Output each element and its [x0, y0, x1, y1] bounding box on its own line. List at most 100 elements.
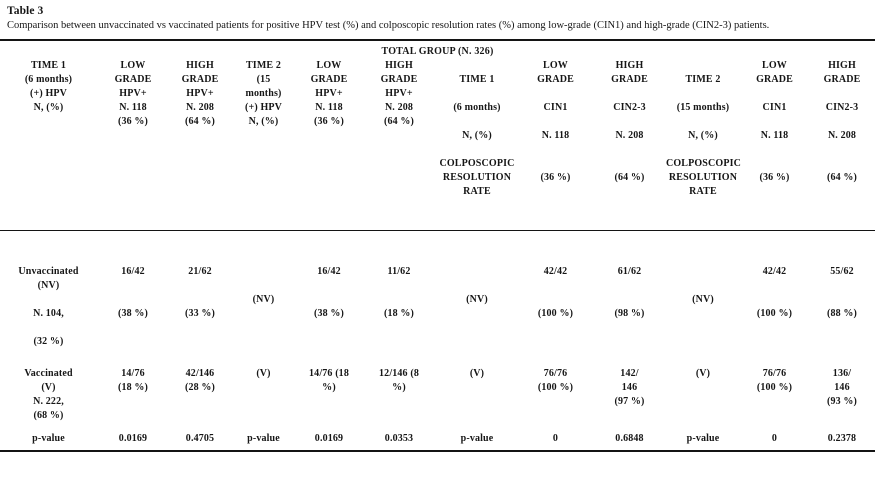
- cell-line: 0.0353: [384, 433, 414, 444]
- cell-line: (18 %): [383, 308, 415, 319]
- cell-line: p-value: [32, 433, 65, 444]
- cell-line: N. 118: [119, 101, 147, 113]
- cell-line: LOW: [316, 59, 342, 71]
- cell-line: N, (%): [688, 129, 718, 141]
- cell-vaccinated-col8: 76/76 (100 %): [518, 367, 593, 423]
- cell-line: (NV): [252, 294, 275, 305]
- cell-line: (100 %): [756, 382, 793, 393]
- table-header: TOTAL GROUP (N. 326) TIME 1 (6 months) (+)…: [0, 41, 875, 230]
- cell-unvaccinated-col1: Unvaccinated (NV) N. 104, (32 %): [0, 265, 97, 349]
- cell-line: [593, 157, 666, 171]
- cell-line: TIME 2: [685, 73, 721, 85]
- cell-p-value-col10: p-value: [666, 432, 740, 446]
- cell-line: (6 months): [24, 73, 73, 85]
- cell-line: 42/42: [543, 266, 568, 277]
- table-row-p-value: p-value 0.0169 0.4705 p-value 0.0169 0.0353 p-…: [0, 432, 875, 446]
- cell-line: 55/62: [830, 266, 854, 277]
- cell-line: [809, 279, 875, 293]
- cell-p-value-col2: 0.0169: [97, 432, 169, 446]
- cell-line: GRADE: [181, 73, 219, 85]
- cell-line: [231, 265, 296, 279]
- cell-line: N. 118: [541, 129, 570, 141]
- cell-line: 76/76: [762, 368, 787, 379]
- cell-line: GRADE: [823, 73, 861, 85]
- cell-line: [809, 143, 875, 157]
- cell-line: N. 118: [315, 101, 343, 113]
- cell-line: CIN1: [543, 101, 568, 113]
- cell-line: HPV+: [119, 87, 147, 99]
- cell-line: N, (%): [248, 115, 279, 127]
- cell-p-value-col11: 0: [740, 432, 809, 446]
- cell-line: N, (%): [462, 129, 492, 141]
- cell-line: (64 %): [614, 171, 645, 183]
- cell-line: [231, 279, 296, 293]
- cell-line: (33 %): [184, 308, 216, 319]
- cell-line: 0.2378: [827, 433, 857, 444]
- cell-line: 16/42: [121, 266, 145, 277]
- cell-line: (V): [41, 382, 56, 393]
- cell-line: (64 %): [184, 115, 216, 127]
- cell-unvaccinated-col10: (NV): [666, 265, 740, 349]
- cell-line: RESOLUTION: [442, 171, 512, 183]
- cell-p-value-col9: 0.6848: [593, 432, 666, 446]
- table-rule-mid: [0, 229, 875, 231]
- cell-vaccinated-col3: 42/146 (28 %): [169, 367, 231, 423]
- cell-line: GRADE: [756, 73, 793, 85]
- cell-line: (V): [695, 368, 711, 379]
- cell-line: HPV+: [385, 87, 413, 99]
- table-rule-bottom: [0, 450, 875, 452]
- cell-line: (32 %): [33, 336, 64, 347]
- header-cell-col1: TIME 1 (6 months) (+) HPV N, (%): [0, 59, 97, 199]
- header-cell-col6: HIGH GRADE HPV+ N. 208 (64 %): [362, 59, 436, 199]
- cell-line: [436, 87, 518, 101]
- cell-line: 76/76: [543, 368, 568, 379]
- cell-vaccinated-col12: 136/146 (93 %): [809, 367, 875, 423]
- cell-line: 0.0169: [118, 433, 148, 444]
- cell-line: (18 %): [117, 382, 149, 393]
- cell-unvaccinated-col2: 16/42 (38 %): [97, 265, 169, 349]
- cell-vaccinated-col7: (V): [436, 367, 518, 423]
- cell-p-value-col1: p-value: [0, 432, 97, 446]
- cell-line: (38 %): [313, 308, 345, 319]
- cell-line: HIGH: [186, 59, 214, 71]
- cell-line: N. 208: [185, 101, 215, 113]
- cell-line: (36 %): [313, 115, 345, 127]
- cell-line: (+) HPV: [244, 101, 283, 113]
- table-title: Table 3: [7, 5, 44, 17]
- table-row-unvaccinated: Unvaccinated (NV) N. 104, (32 %) 16/42 (38 %)…: [0, 265, 875, 349]
- header-cell-col8: LOW GRADE CIN1 N. 118 (36 %): [518, 59, 593, 199]
- cell-line: (100 %): [537, 382, 574, 393]
- cell-unvaccinated-col12: 55/62 (88 %): [809, 265, 875, 349]
- cell-line: 12/146 (8: [379, 368, 419, 379]
- header-cell-col2: LOW GRADE HPV+ N. 118 (36 %): [97, 59, 169, 199]
- cell-line: [518, 157, 593, 171]
- cell-unvaccinated-col3: 21/62 (33 %): [169, 265, 231, 349]
- cell-unvaccinated-col6: 11/62 (18 %): [362, 265, 436, 349]
- cell-line: HPV+: [315, 87, 343, 99]
- cell-line: [362, 279, 436, 293]
- cell-line: [97, 279, 169, 293]
- cell-line: (93 %): [826, 396, 858, 407]
- cell-line: TIME 1: [459, 73, 495, 85]
- cell-line: (+) HPV: [29, 87, 68, 99]
- cell-line: Vaccinated: [24, 368, 73, 379]
- cell-vaccinated-col11: 76/76 (100 %): [740, 367, 809, 423]
- cell-line: TIME 2: [245, 59, 282, 71]
- paper-table-page: Table 3 Comparison between unvaccinated …: [0, 5, 875, 480]
- cell-line: HIGH: [385, 59, 413, 71]
- cell-line: [809, 157, 875, 171]
- cell-line: CIN1: [762, 101, 787, 113]
- cell-p-value-col7: p-value: [436, 432, 518, 446]
- cell-line: 11/62: [387, 266, 411, 277]
- cell-line: Unvaccinated: [18, 266, 79, 277]
- cell-line: 136/: [832, 368, 852, 379]
- cell-line: [518, 143, 593, 157]
- cell-line: (88 %): [826, 308, 858, 319]
- cell-line: 0.0169: [314, 433, 344, 444]
- cell-vaccinated-col6: 12/146 (8%): [362, 367, 436, 423]
- cell-line: [436, 59, 518, 73]
- cell-line: N. 118: [760, 129, 789, 141]
- cell-line: [0, 321, 97, 335]
- cell-line: N. 208: [827, 129, 857, 141]
- cell-line: 42/146: [185, 368, 215, 379]
